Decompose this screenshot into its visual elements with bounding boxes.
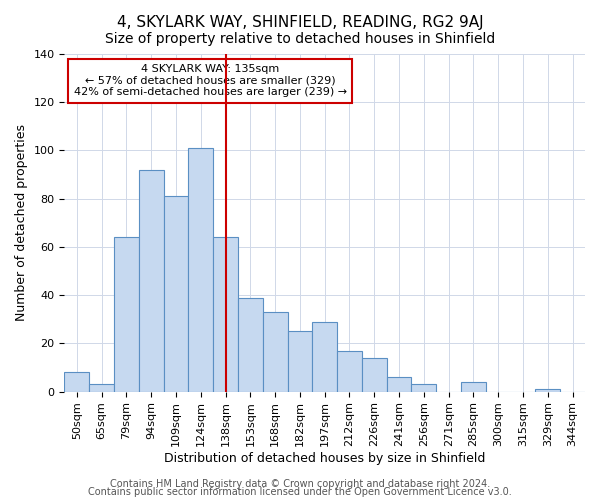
Bar	[188, 148, 213, 392]
Bar	[64, 372, 89, 392]
Bar	[313, 322, 337, 392]
Text: 4, SKYLARK WAY, SHINFIELD, READING, RG2 9AJ: 4, SKYLARK WAY, SHINFIELD, READING, RG2 …	[116, 15, 484, 30]
Bar	[139, 170, 164, 392]
Text: Contains HM Land Registry data © Crown copyright and database right 2024.: Contains HM Land Registry data © Crown c…	[110, 479, 490, 489]
Bar	[287, 332, 313, 392]
Bar	[238, 298, 263, 392]
Bar	[89, 384, 114, 392]
Bar	[164, 196, 188, 392]
Text: Contains public sector information licensed under the Open Government Licence v3: Contains public sector information licen…	[88, 487, 512, 497]
Bar	[337, 350, 362, 392]
Text: 4 SKYLARK WAY: 135sqm
← 57% of detached houses are smaller (329)
42% of semi-det: 4 SKYLARK WAY: 135sqm ← 57% of detached …	[74, 64, 347, 98]
Bar	[263, 312, 287, 392]
Text: Size of property relative to detached houses in Shinfield: Size of property relative to detached ho…	[105, 32, 495, 46]
Bar	[114, 238, 139, 392]
Bar	[412, 384, 436, 392]
Y-axis label: Number of detached properties: Number of detached properties	[15, 124, 28, 322]
Bar	[213, 238, 238, 392]
Bar	[535, 390, 560, 392]
Bar	[362, 358, 386, 392]
Bar	[461, 382, 486, 392]
Bar	[386, 377, 412, 392]
X-axis label: Distribution of detached houses by size in Shinfield: Distribution of detached houses by size …	[164, 452, 485, 465]
